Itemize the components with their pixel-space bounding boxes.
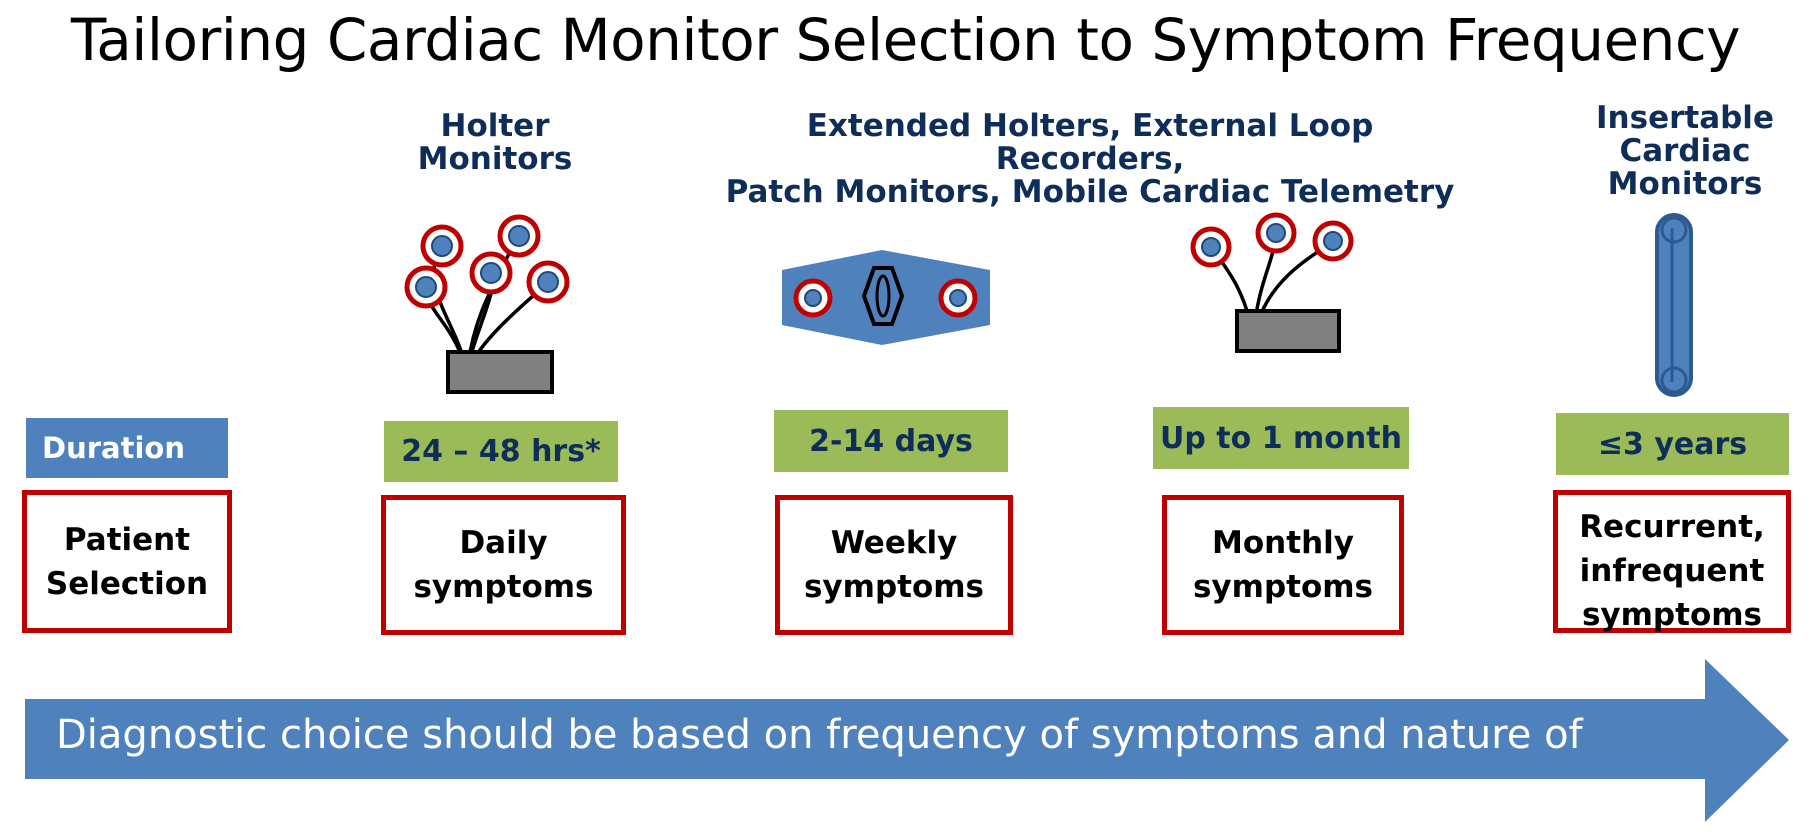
loop-recorder-icon — [1190, 212, 1354, 353]
duration-extended: 2-14 days — [774, 410, 1008, 472]
holter-monitors-heading: Holter Monitors — [417, 108, 573, 177]
patch-monitor-icon — [782, 250, 990, 345]
duration-insertable: ≤3 years — [1556, 413, 1789, 475]
weekly-symptoms-label: Weekly symptoms — [803, 525, 985, 605]
holter-monitor-icon — [404, 214, 570, 394]
insertable-monitor-icon — [1655, 213, 1693, 397]
duration-loop: Up to 1 month — [1153, 407, 1409, 469]
extended-monitors-heading: Extended Holters, External Loop Recorder… — [725, 108, 1455, 210]
duration-label: Duration — [26, 418, 228, 478]
slide-title: Tailoring Cardiac Monitor Selection to S… — [70, 6, 1741, 74]
monthly-symptoms-label: Monthly symptoms — [1192, 525, 1374, 605]
patient-selection-label: Patient Selection — [45, 521, 209, 602]
recurrent-symptoms-label: Recurrent, infrequent symptoms — [1579, 509, 1765, 633]
insertable-monitors-heading: Insertable Cardiac Monitors — [1596, 100, 1774, 202]
diagnostic-arrow — [25, 659, 1789, 822]
weekly-symptoms-box: Weekly symptoms — [775, 495, 1013, 635]
patient-selection-box: Patient Selection — [22, 490, 232, 633]
daily-symptoms-box: Daily symptoms — [381, 495, 626, 635]
arrow-caption: Diagnostic choice should be based on fre… — [56, 712, 1583, 758]
recurrent-symptoms-box: Recurrent, infrequent symptoms — [1553, 490, 1791, 633]
daily-symptoms-label: Daily symptoms — [413, 525, 594, 605]
monthly-symptoms-box: Monthly symptoms — [1162, 495, 1404, 635]
duration-holter: 24 – 48 hrs* — [384, 421, 618, 482]
